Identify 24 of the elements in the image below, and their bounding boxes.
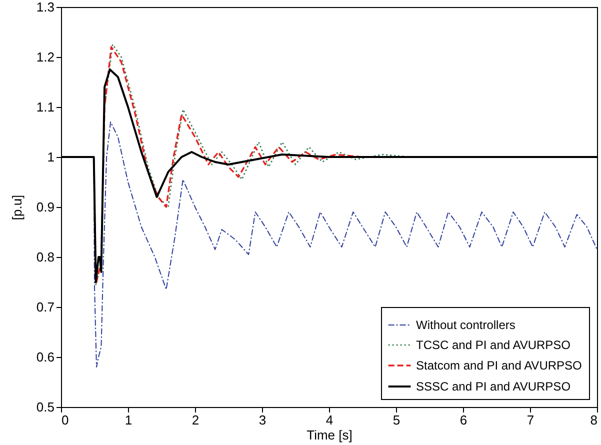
- y-axis-title: [p.u]: [9, 194, 24, 220]
- x-tick-label: 7: [526, 412, 534, 428]
- legend-label: Statcom and PI and AVURPSO: [416, 358, 582, 372]
- x-tick-label: 2: [192, 412, 200, 428]
- y-tick-label: 0.9: [36, 200, 54, 214]
- y-tick-label: 1.3: [36, 0, 54, 14]
- legend-label: Without controllers: [416, 318, 516, 332]
- y-tick-label: 1.1: [36, 100, 54, 114]
- legend-label: SSSC and PI and AVURPSO: [416, 380, 571, 394]
- y-tick-label: 1.2: [36, 50, 54, 64]
- y-tick-label: 0.8: [36, 250, 54, 264]
- y-tick-label: 0.6: [36, 350, 54, 364]
- x-axis-title: Time [s]: [306, 428, 352, 442]
- x-tick-label: 5: [392, 412, 400, 428]
- x-tick-label: 6: [460, 412, 468, 428]
- y-tick-label: 0.7: [36, 300, 54, 314]
- x-tick-label: 1: [124, 412, 132, 428]
- y-tick-label: 1: [47, 150, 54, 164]
- x-tick-label: 4: [326, 412, 334, 428]
- y-tick-label: 0.5: [36, 400, 54, 414]
- legend-label: TCSC and PI and AVURPSO: [416, 338, 571, 352]
- x-tick-label: 0: [62, 412, 69, 428]
- x-tick-label: 8: [590, 412, 598, 428]
- x-tick-label: 3: [258, 412, 266, 428]
